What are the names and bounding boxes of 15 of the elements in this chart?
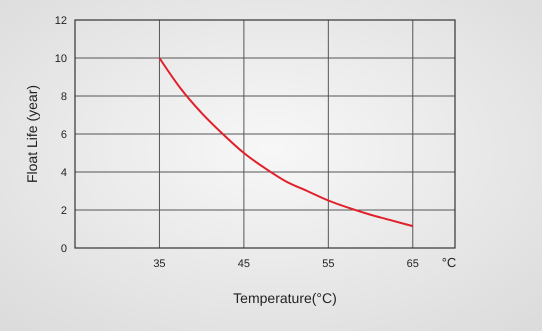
y-tick-label: 12 xyxy=(54,15,67,27)
y-tick-label: 10 xyxy=(54,53,67,65)
y-tick-label: 2 xyxy=(60,205,67,217)
text: °C xyxy=(442,255,456,270)
y-tick-label: 6 xyxy=(60,129,67,141)
x-tick-label: 65 xyxy=(406,258,419,270)
y-tick-label: 8 xyxy=(60,91,67,103)
x-tick-label: 45 xyxy=(238,258,250,270)
x-tick-label: 35 xyxy=(153,258,166,270)
y-tick-label: 4 xyxy=(60,167,67,179)
x-tick-label: 55 xyxy=(322,258,334,270)
x-axis-title: Temperature(°C) xyxy=(233,290,337,306)
line-series xyxy=(158,57,414,228)
y-tick-label: 0 xyxy=(60,243,67,255)
y-axis-title: Float Life (year) xyxy=(24,84,40,184)
